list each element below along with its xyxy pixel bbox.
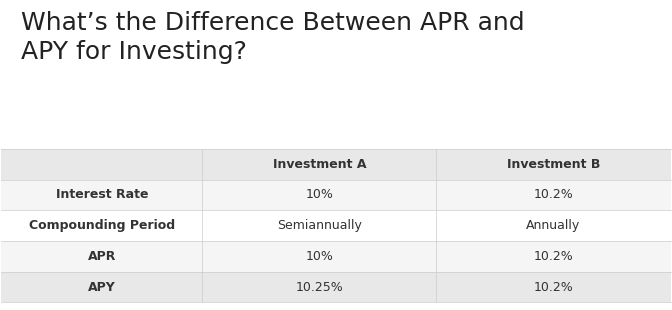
Bar [436, 179, 671, 210]
Bar [202, 272, 436, 303]
Bar [202, 179, 436, 210]
Bar [1, 272, 202, 303]
Text: APR: APR [87, 250, 116, 263]
Text: 10.2%: 10.2% [534, 188, 573, 202]
Bar [1, 241, 202, 272]
Bar [202, 210, 436, 241]
Text: Investment A: Investment A [273, 158, 366, 171]
Text: 10.2%: 10.2% [534, 250, 573, 263]
Bar [436, 210, 671, 241]
Bar [202, 149, 436, 179]
Bar [202, 241, 436, 272]
Text: What’s the Difference Between APR and
APY for Investing?: What’s the Difference Between APR and AP… [22, 11, 525, 64]
Text: 10%: 10% [305, 250, 333, 263]
Bar [436, 272, 671, 303]
Text: Semiannually: Semiannually [277, 219, 362, 232]
Text: Compounding Period: Compounding Period [29, 219, 175, 232]
Text: 10.25%: 10.25% [296, 281, 343, 294]
Bar [1, 210, 202, 241]
Text: APY: APY [88, 281, 116, 294]
Text: Annually: Annually [526, 219, 581, 232]
Text: Investment B: Investment B [507, 158, 600, 171]
Text: 10.2%: 10.2% [534, 281, 573, 294]
Bar [1, 179, 202, 210]
Bar [436, 149, 671, 179]
Bar [436, 241, 671, 272]
Text: 10%: 10% [305, 188, 333, 202]
Text: Interest Rate: Interest Rate [56, 188, 148, 202]
Bar [1, 149, 202, 179]
